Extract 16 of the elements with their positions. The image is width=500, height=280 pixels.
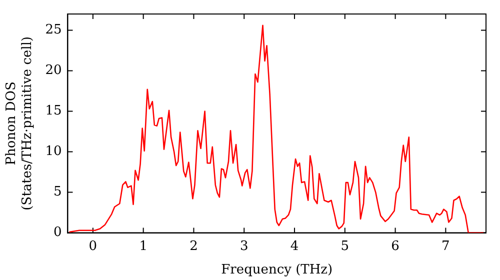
x-tick-label: 7: [442, 238, 450, 254]
x-tick-label: 5: [340, 238, 350, 254]
x-tick-label: 2: [190, 238, 198, 254]
x-tick-label: 6: [391, 238, 400, 254]
x-tick-label: 3: [240, 238, 248, 254]
y-axis-title: Phonon DOS (States/THz·primitive cell): [4, 36, 35, 210]
y-tick-label: 5: [53, 184, 62, 200]
y-tick-label: 25: [45, 22, 62, 38]
x-tick-label: 1: [139, 238, 148, 254]
x-tick-label: 4: [290, 238, 299, 254]
y-tick-label: 0: [53, 225, 62, 240]
x-tick-label: 0: [88, 238, 98, 254]
y-tick-label: 15: [45, 104, 62, 119]
x-axis-title: Frequency (THz): [221, 262, 333, 278]
y-tick-label: 20: [45, 63, 62, 78]
y-tick-label: 10: [45, 144, 62, 160]
